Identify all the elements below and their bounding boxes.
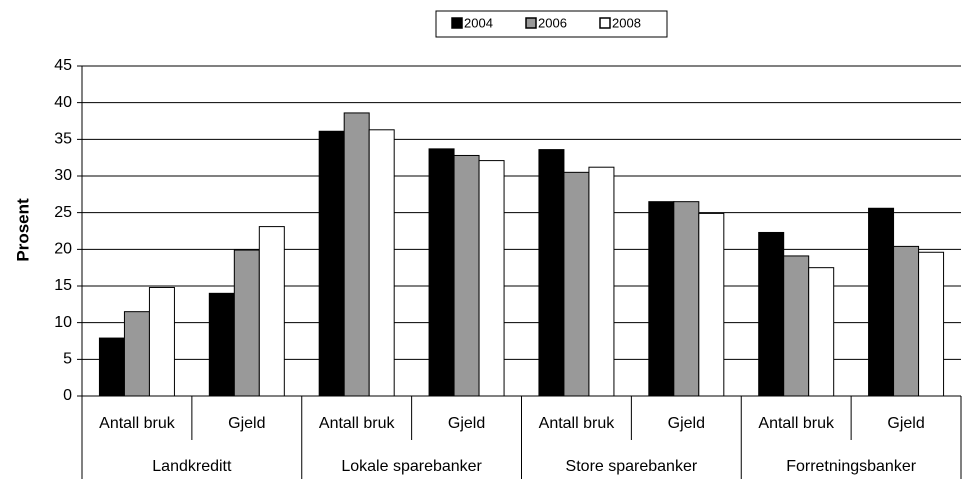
y-tick-label: 35 [54, 131, 72, 148]
y-tick-label: 0 [63, 387, 72, 404]
y-tick-label: 40 [54, 94, 72, 111]
bar [233, 249, 260, 397]
bar [318, 130, 345, 397]
bar [588, 166, 615, 397]
y-tick-label: 30 [54, 167, 72, 184]
bar [148, 286, 175, 397]
x-tick-label: Antall bruk [758, 415, 835, 432]
bar [868, 207, 895, 397]
x-tick-label: Gjeld [228, 415, 265, 432]
legend-swatch [525, 17, 537, 29]
y-tick-label: 15 [54, 277, 72, 294]
x-tick-label: Antall bruk [539, 415, 616, 432]
x-tick-label: Gjeld [448, 415, 485, 432]
bar [808, 267, 835, 397]
x-tick-label: Gjeld [668, 415, 705, 432]
bar [648, 201, 675, 397]
legend-swatch [451, 17, 463, 29]
y-tick-label: 25 [54, 204, 72, 221]
bar [98, 337, 125, 397]
bar [563, 171, 590, 397]
bar [368, 129, 395, 397]
bar [208, 292, 235, 397]
legend-box [435, 10, 668, 38]
bar [343, 112, 370, 397]
bar [428, 148, 455, 397]
y-axis-label: Prosent [13, 198, 32, 262]
y-tick-label: 5 [63, 351, 72, 368]
legend-swatch [599, 17, 611, 29]
x-tick-label: Gjeld [887, 415, 924, 432]
group-label: Store sparebanker [566, 458, 698, 475]
legend-label: 2004 [464, 15, 493, 30]
group-label: Landkreditt [152, 458, 232, 475]
bar [783, 255, 810, 397]
bar [478, 160, 505, 397]
y-tick-label: 10 [54, 314, 72, 331]
legend-label: 2008 [612, 15, 641, 30]
bar [758, 231, 785, 397]
x-tick-label: Antall bruk [99, 415, 176, 432]
x-tick-label: Antall bruk [319, 415, 396, 432]
bar [698, 212, 725, 397]
group-label: Lokale sparebanker [341, 458, 482, 475]
bar [123, 311, 150, 397]
y-tick-label: 45 [54, 57, 72, 74]
y-tick-label: 20 [54, 241, 72, 258]
bar [893, 245, 920, 397]
bar [453, 154, 480, 397]
legend-label: 2006 [538, 15, 567, 30]
bar [538, 149, 565, 397]
bar [258, 226, 285, 397]
group-label: Forretningsbanker [786, 458, 917, 475]
bar [673, 201, 700, 397]
bar [918, 251, 945, 397]
